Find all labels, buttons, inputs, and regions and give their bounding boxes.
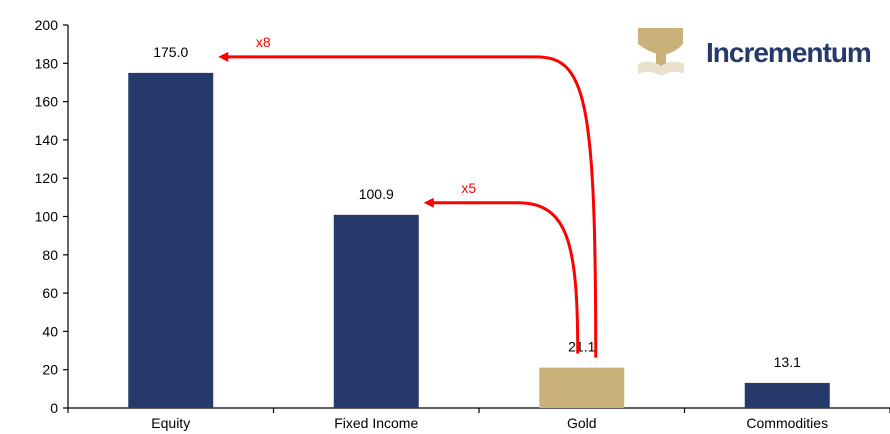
x-tick-label: Equity	[151, 415, 190, 431]
logo-text: Incrementum	[706, 37, 871, 68]
bar-value-label: 21.1	[568, 339, 595, 355]
y-tick-label: 80	[42, 247, 58, 263]
annotation-label: x8	[256, 34, 271, 50]
y-tick-label: 0	[50, 400, 58, 416]
bar-value-label: 13.1	[774, 354, 801, 370]
bar-commodities	[744, 382, 830, 408]
y-tick-label: 20	[42, 362, 58, 378]
incrementum-logo: Incrementum	[638, 28, 872, 76]
x-tick-label: Gold	[567, 415, 597, 431]
y-tick-label: 60	[42, 285, 58, 301]
bar-fixed-income	[333, 214, 419, 408]
annotations: x8 x5	[218, 34, 598, 358]
y-tick-label: 40	[42, 323, 58, 339]
annotation-label: x5	[461, 180, 476, 196]
y-tick-label: 140	[35, 132, 59, 148]
tree-icon	[638, 28, 684, 76]
bars: 175.0 100.9 21.1 13.1	[128, 44, 830, 408]
y-tick-label: 120	[35, 170, 59, 186]
bar-gold	[539, 367, 625, 408]
y-tick-label: 200	[35, 17, 59, 33]
x-axis: Equity Fixed Income Gold Commodities	[67, 407, 890, 431]
y-tick-label: 160	[35, 94, 59, 110]
x-tick-label: Commodities	[746, 415, 828, 431]
bar-value-label: 100.9	[359, 186, 394, 202]
annotation-arrow	[218, 51, 598, 358]
bar-equity	[128, 72, 214, 408]
x-tick-label: Fixed Income	[334, 415, 418, 431]
y-tick-label: 100	[35, 209, 59, 225]
annotation-arrow	[423, 197, 580, 354]
y-axis: 0 20 40 60 80 100 120 140 160 180 200	[35, 17, 69, 416]
y-tick-label: 180	[35, 55, 59, 71]
bar-value-label: 175.0	[153, 44, 188, 60]
